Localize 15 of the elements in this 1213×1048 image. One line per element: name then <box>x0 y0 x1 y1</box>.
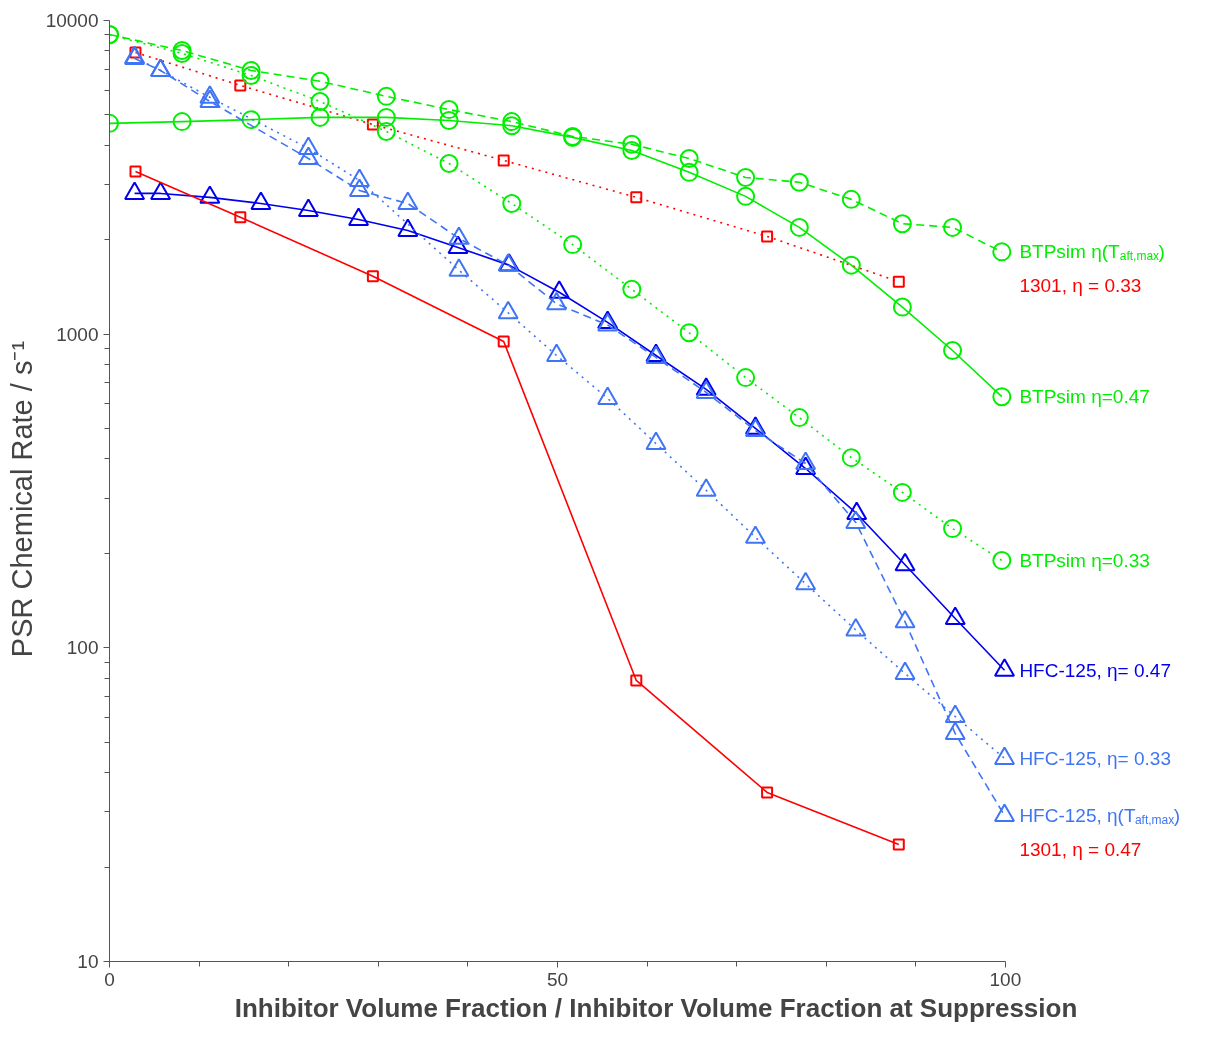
x-tick-label: 0 <box>104 968 115 990</box>
series-label: BTPsim η=0.33 <box>1019 549 1150 571</box>
x-axis-title: Inhibitor Volume Fraction / Inhibitor Volume Fraction at Suppression <box>234 992 1078 1023</box>
y-tick-label: 10000 <box>45 10 99 31</box>
text: 1301, η = 0.33 <box>1019 275 1142 297</box>
y-tick-label: 10 <box>77 951 99 972</box>
text: 1301, η = 0.47 <box>1019 839 1142 861</box>
x-tick-label: 100 <box>989 968 1022 990</box>
y-tick-label: 100 <box>66 637 99 659</box>
y-axis-title: PSR Chemical Rate / s⁻¹ <box>5 340 38 658</box>
series-label: HFC-125, η= 0.47 <box>1019 659 1171 681</box>
x-tick-label: 50 <box>546 968 569 990</box>
series-label: BTPsim η=0.47 <box>1019 386 1150 408</box>
series-label: HFC-125, η= 0.33 <box>1019 747 1171 769</box>
y-tick-label: 1000 <box>56 323 99 345</box>
